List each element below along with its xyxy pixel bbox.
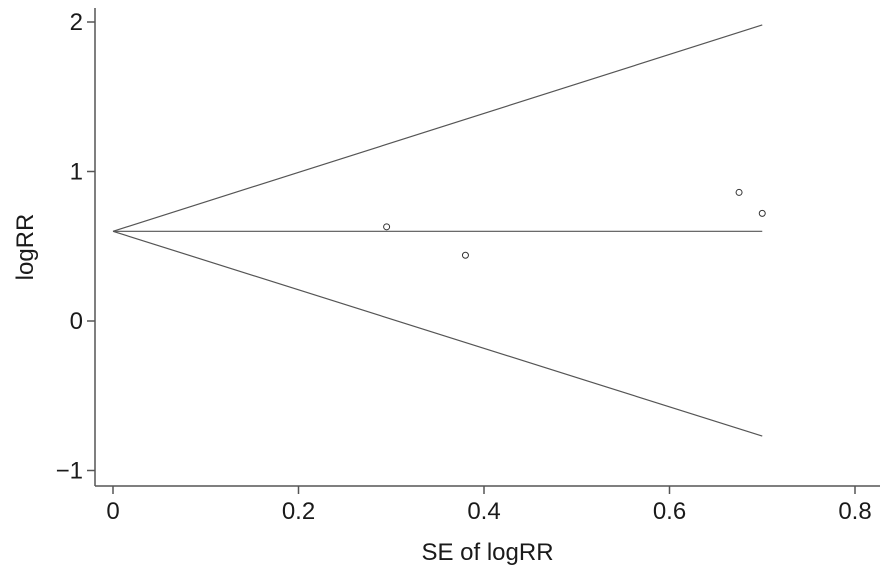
x-tick-label: 0.8 [838, 498, 871, 525]
x-tick-label: 0.4 [467, 498, 500, 525]
lower-confidence-line [112, 230, 763, 437]
y-tick-label: −1 [56, 458, 83, 485]
data-point [735, 188, 743, 196]
x-tick-label: 0.2 [282, 498, 315, 525]
x-tick-label: 0.6 [653, 498, 686, 525]
y-tick-label: 0 [70, 308, 83, 335]
x-tick-label: 0 [106, 498, 119, 525]
data-points [383, 188, 766, 259]
y-tick-label: 2 [70, 9, 83, 36]
y-tick-label: 1 [70, 159, 83, 186]
data-point [383, 223, 391, 231]
x-axis-title: SE of logRR [421, 539, 553, 566]
axes: 0 0.2 0.4 0.6 0.8 −1 0 1 2 [56, 8, 880, 525]
upper-confidence-line [112, 24, 763, 232]
data-point [758, 209, 766, 217]
funnel-lines [112, 24, 763, 437]
y-axis-title: logRR [12, 214, 39, 281]
data-point [461, 251, 469, 259]
